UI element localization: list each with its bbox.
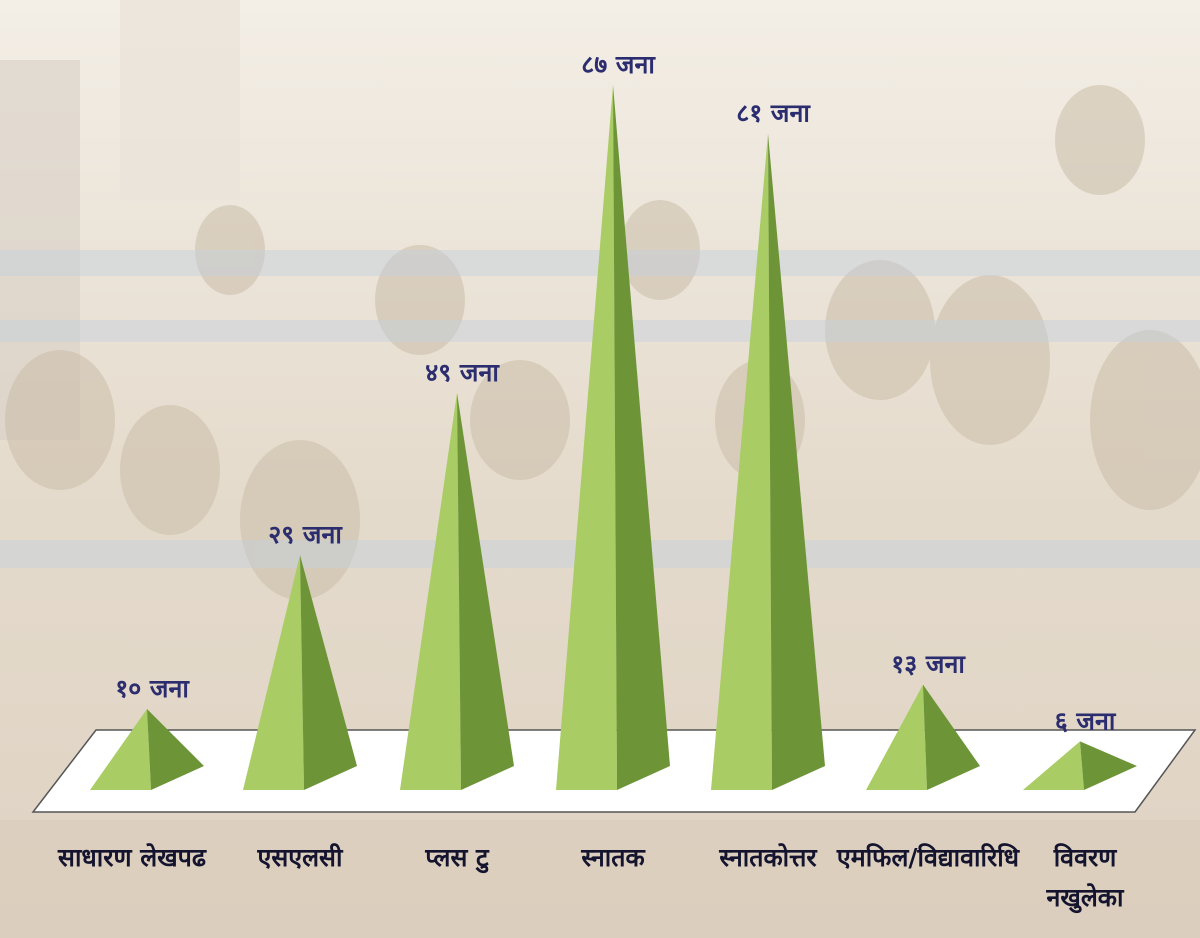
value-label-category-3: ४९ जना [425, 358, 500, 387]
pyramid-face-light [556, 85, 617, 790]
pyramid-face-dark [457, 392, 514, 790]
value-label-category-5: ८१ जना [736, 99, 811, 128]
value-label-category-4: ८७ जना [581, 50, 656, 79]
pyramid-face-light [243, 555, 304, 790]
value-label-category-2: २९ जना [268, 520, 343, 549]
category-label-category-5: स्नातकोत्तर [718, 843, 818, 872]
pyramid-face-light [400, 392, 461, 790]
category-label-category-2: एसएलसी [257, 843, 344, 872]
pyramid-bar-category-6 [866, 684, 980, 790]
category-label-category-6: एमफिल/विद्यावारिधि [836, 843, 1021, 872]
pyramid-bar-category-2 [243, 555, 357, 790]
category-labels: साधारण लेखपढ एसएलसी प्लस टु स्नातक स्नातकोत्… [57, 843, 1125, 914]
pyramid-bar-category-3 [400, 392, 514, 790]
pyramid-face-dark [613, 85, 670, 790]
pyramid-face-light [711, 133, 772, 790]
pyramid-face-dark [1080, 741, 1137, 790]
value-label-category-1: १० जना [115, 674, 190, 703]
pyramid-face-dark [147, 708, 204, 790]
category-label-category-7: विवरण नखुलेका [1046, 843, 1125, 914]
pyramid-face-dark [300, 555, 357, 790]
category-label-category-4: स्नातक [580, 843, 646, 872]
pyramid-face-light [866, 684, 927, 790]
pyramid-bar-category-4 [556, 85, 670, 790]
pyramid-bar-category-5 [711, 133, 825, 790]
value-label-category-6: १३ जना [891, 650, 966, 679]
category-label-category-3: प्लस टु [424, 843, 490, 874]
value-labels: १० जना २९ जना ४९ जना ८७ जना ८१ जना १३ जना ६ जन… [115, 50, 1117, 735]
pyramid-face-light [90, 708, 151, 790]
category-label-category-1: साधारण लेखपढ [57, 843, 207, 872]
pyramid-bar-category-1 [90, 708, 204, 790]
pyramid-face-dark [923, 684, 980, 790]
pyramid-marks [90, 85, 1137, 790]
pyramid-face-light [1023, 741, 1084, 790]
pyramid-bar-category-7 [1023, 741, 1137, 790]
pyramid-face-dark [768, 133, 825, 790]
value-label-category-7: ६ जना [1055, 706, 1117, 735]
